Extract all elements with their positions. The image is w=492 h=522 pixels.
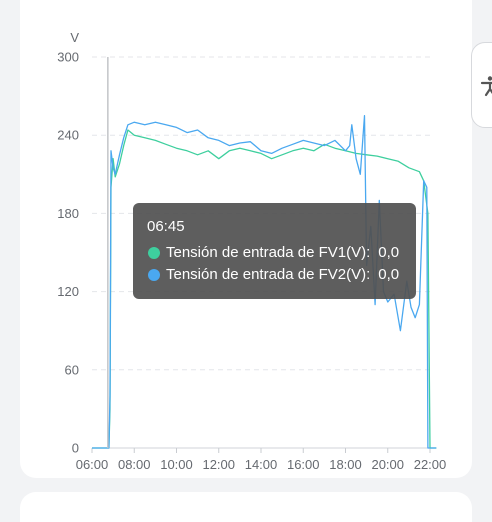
tooltip-row-fv1: Tensión de entrada de FV1(V): 0,0 xyxy=(147,242,402,264)
voltage-line-chart[interactable]: V 0 60 120 180 240 300 06:00 08:00 10:00 12:00 14… xyxy=(0,0,492,500)
y-tick-label: 120 xyxy=(57,284,79,299)
accessibility-person-icon xyxy=(480,76,492,97)
x-tick-label: 10:00 xyxy=(160,457,193,472)
x-tick-label: 18:00 xyxy=(329,457,362,472)
y-axis-unit: V xyxy=(70,30,79,45)
x-tick-label: 20:00 xyxy=(371,457,404,472)
y-tick-label: 60 xyxy=(65,362,79,377)
chart-tooltip: 06:45 Tensión de entrada de FV1(V): 0,0 … xyxy=(133,203,416,299)
x-axis-ticks: 06:00 08:00 10:00 12:00 14:00 16:00 18:00 20:00… xyxy=(76,448,447,472)
y-tick-label: 0 xyxy=(72,441,79,456)
tooltip-row-fv2: Tensión de entrada de FV2(V): 0,0 xyxy=(147,264,402,286)
x-tick-label: 06:00 xyxy=(76,457,109,472)
x-tick-label: 16:00 xyxy=(287,457,320,472)
fv1-legend-dot xyxy=(148,247,160,259)
tooltip-value-fv2: 0,0 xyxy=(378,266,400,283)
y-tick-label: 180 xyxy=(57,206,79,221)
accessibility-button[interactable] xyxy=(471,42,492,128)
x-tick-label: 22:00 xyxy=(414,457,447,472)
fv2-legend-dot xyxy=(148,269,160,281)
x-tick-label: 12:00 xyxy=(202,457,235,472)
y-axis-ticks: 0 60 120 180 240 300 xyxy=(57,50,79,456)
tooltip-label-fv2: Tensión de entrada de FV2(V): xyxy=(166,266,371,283)
y-tick-label: 300 xyxy=(57,50,79,65)
tooltip-value-fv1: 0,0 xyxy=(378,244,400,261)
x-tick-label: 08:00 xyxy=(118,457,151,472)
tooltip-time: 06:45 xyxy=(147,218,185,235)
series-line-fv1 xyxy=(92,129,437,449)
x-tick-label: 14:00 xyxy=(245,457,278,472)
y-tick-label: 240 xyxy=(57,128,79,143)
tooltip-label-fv1: Tensión de entrada de FV1(V): xyxy=(166,244,371,261)
